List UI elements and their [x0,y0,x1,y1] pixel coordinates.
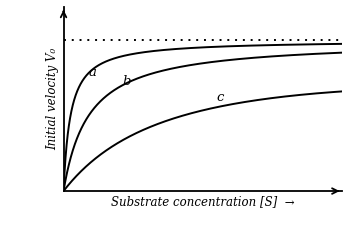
X-axis label: Substrate concentration [S]  →: Substrate concentration [S] → [111,195,295,208]
Text: b: b [122,75,131,89]
Text: a: a [89,66,96,79]
Text: c: c [217,91,224,103]
Y-axis label: Initial velocity V₀: Initial velocity V₀ [46,48,59,150]
